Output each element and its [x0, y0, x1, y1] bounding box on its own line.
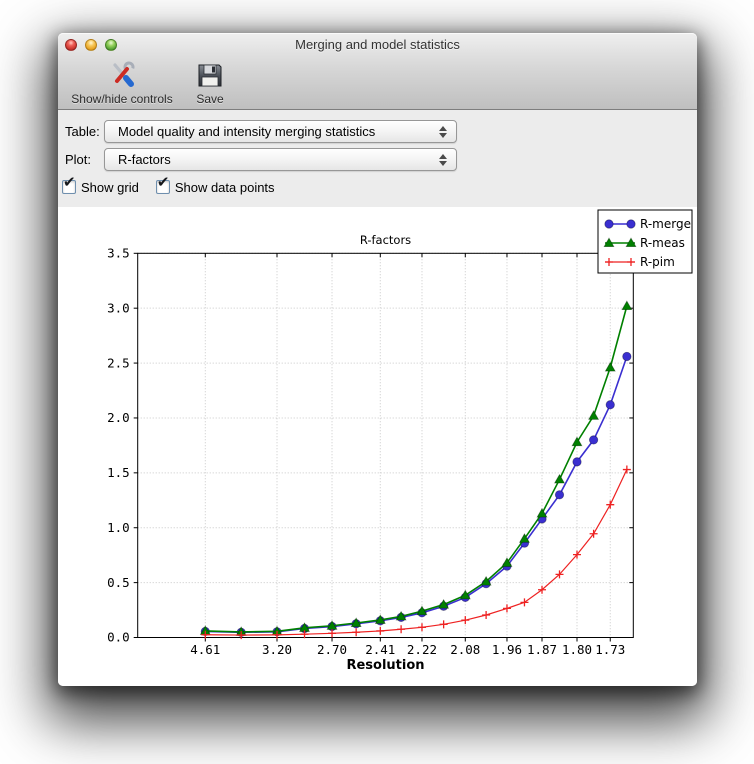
checkmark-icon: ✔	[156, 174, 170, 191]
plot-dropdown[interactable]: R-factors	[104, 148, 457, 171]
show-data-points-checkbox[interactable]: ✔	[155, 175, 170, 194]
svg-text:0.5: 0.5	[107, 575, 130, 590]
x-tick-labels: 4.61 3.20 2.70 2.41 2.22 2.08 1.96 1.87 1.80 1.73	[190, 642, 625, 657]
checkmark-icon: ✔	[63, 174, 76, 191]
checkbox-row: ✔ Show grid ✔ Show data points	[62, 175, 292, 197]
tools-icon	[107, 58, 137, 89]
show-grid-checkbox[interactable]: ✔	[62, 175, 76, 194]
app-window: Merging and model statistics Show/hide c…	[58, 33, 697, 686]
zoom-button[interactable]	[105, 39, 117, 51]
toolbar-item-label: Save	[196, 92, 224, 106]
svg-text:1.73: 1.73	[595, 642, 625, 657]
svg-text:2.70: 2.70	[317, 642, 347, 657]
save-icon	[197, 58, 223, 89]
svg-text:1.96: 1.96	[492, 642, 522, 657]
dropdown-arrows-icon	[439, 125, 448, 139]
show-hide-controls-button[interactable]: Show/hide controls	[62, 58, 182, 106]
svg-text:0.0: 0.0	[107, 630, 130, 645]
svg-text:1.80: 1.80	[562, 642, 592, 657]
x-axis-label: Resolution	[346, 658, 424, 673]
toolbar: Show/hide controls	[58, 56, 697, 110]
svg-text:1.87: 1.87	[527, 642, 557, 657]
y-tick-labels: 0.0 0.5 1.0 1.5 2.0 2.5 3.0 3.5	[107, 246, 130, 645]
legend: R-merge R-meas R-pim	[597, 209, 693, 274]
controls-panel: Table: Model quality and intensity mergi…	[58, 111, 697, 207]
close-button[interactable]	[65, 39, 77, 51]
window-title: Merging and model statistics	[295, 37, 460, 52]
plot-label: Plot:	[65, 152, 92, 167]
show-grid-label: Show grid	[81, 179, 139, 195]
svg-text:3.20: 3.20	[262, 642, 292, 657]
svg-text:4.61: 4.61	[190, 642, 220, 657]
minimize-button[interactable]	[85, 39, 97, 51]
axes-background	[137, 253, 634, 638]
svg-text:2.0: 2.0	[107, 410, 130, 425]
axes-frame	[137, 252, 634, 639]
svg-text:1.5: 1.5	[107, 465, 130, 480]
show-data-points-label: Show data points	[174, 179, 275, 195]
series-r-pim	[201, 465, 631, 640]
svg-text:R-pim: R-pim	[640, 255, 675, 269]
svg-text:3.5: 3.5	[107, 246, 130, 261]
svg-text:R-merge: R-merge	[640, 217, 691, 231]
plot-dropdown-value: R-factors	[118, 152, 171, 167]
svg-text:3.0: 3.0	[107, 300, 130, 315]
axis-ticks	[133, 252, 634, 642]
titlebar[interactable]: Merging and model statistics	[58, 33, 697, 56]
chart-title: R-factors	[360, 233, 411, 247]
dropdown-arrows-icon	[439, 153, 448, 167]
svg-text:2.22: 2.22	[407, 642, 437, 657]
chart-canvas: 0.0 0.5 1.0 1.5 2.0 2.5 3.0 3.5 4.61 3.20 2.70 2.41…	[107, 209, 693, 673]
svg-text:2.5: 2.5	[107, 355, 130, 370]
svg-text:2.08: 2.08	[450, 642, 480, 657]
svg-text:R-meas: R-meas	[640, 236, 685, 250]
table-dropdown[interactable]: Model quality and intensity merging stat…	[104, 120, 457, 143]
table-dropdown-value: Model quality and intensity merging stat…	[118, 124, 376, 139]
table-label: Table:	[65, 124, 100, 139]
svg-text:1.0: 1.0	[107, 520, 130, 535]
save-button[interactable]: Save	[184, 58, 236, 106]
toolbar-item-label: Show/hide controls	[71, 92, 173, 106]
window-chrome: Merging and model statistics Show/hide c…	[58, 33, 697, 110]
svg-text:2.41: 2.41	[365, 642, 395, 657]
plot-figure: 0.0 0.5 1.0 1.5 2.0 2.5 3.0 3.5 4.61 3.20 2.70 2.41…	[58, 207, 697, 686]
